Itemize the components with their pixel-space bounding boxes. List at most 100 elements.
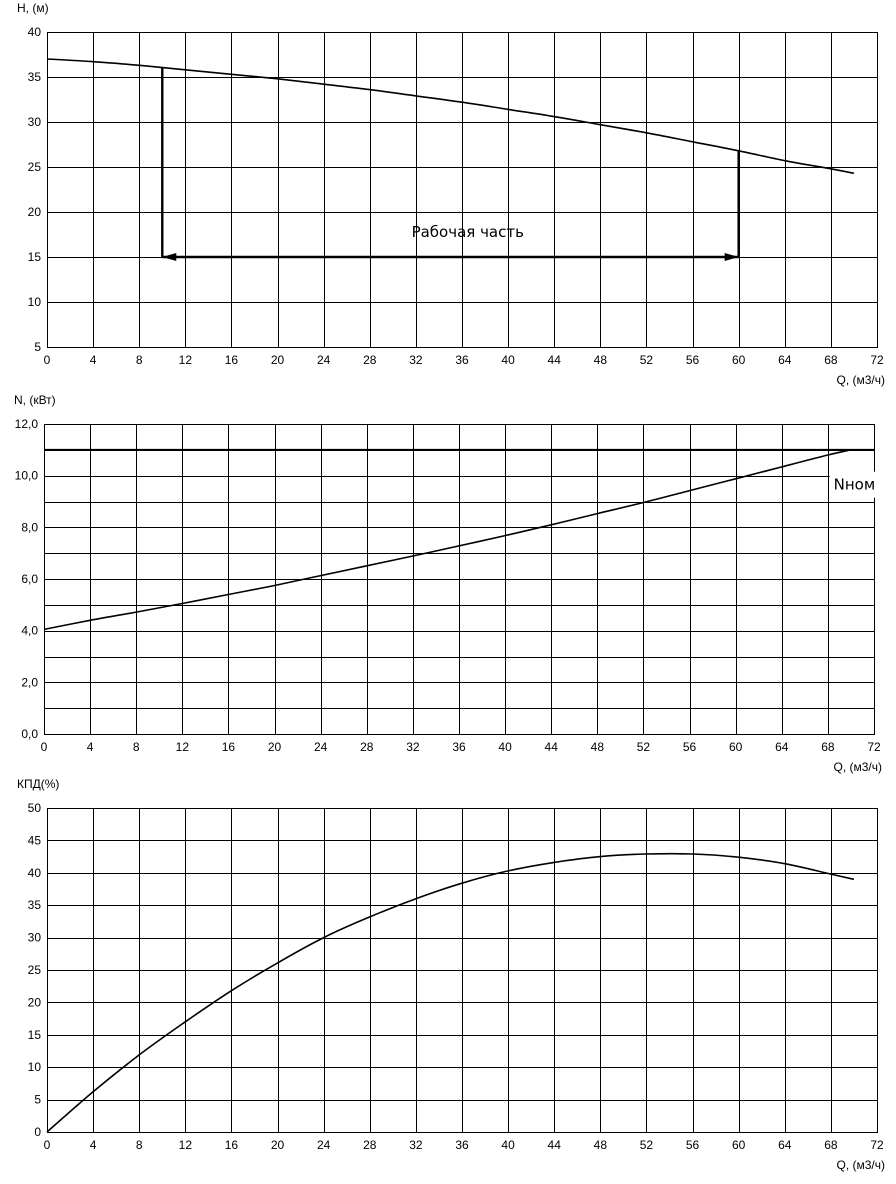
x-axis-title: Q, (м3/ч) — [836, 373, 885, 387]
plot-frame — [47, 808, 878, 1133]
x-tick-label: 24 — [317, 353, 331, 367]
arrowhead-left — [162, 253, 177, 261]
y-axis-title: N, (кВт) — [14, 393, 56, 407]
x-tick-label: 8 — [136, 353, 143, 367]
x-tick-label: 12 — [179, 1138, 193, 1152]
x-tick-label: 52 — [640, 1138, 654, 1152]
x-tick-label: 64 — [775, 740, 789, 754]
x-tick-label: 40 — [501, 353, 515, 367]
y-axis-title: H, (м) — [17, 1, 49, 15]
x-tick-label: 48 — [594, 1138, 608, 1152]
x-tick-label: 60 — [732, 353, 746, 367]
y-tick-label: 6,0 — [21, 572, 38, 586]
y-tick-label: 0,0 — [21, 727, 38, 741]
x-tick-label: 32 — [406, 740, 420, 754]
x-tick-label: 20 — [271, 1138, 285, 1152]
x-tick-label: 4 — [90, 1138, 97, 1152]
y-tick-label: 0 — [34, 1125, 41, 1139]
nominal-power-label: Nном — [834, 476, 876, 494]
x-axis-title: Q, (м3/ч) — [836, 1158, 885, 1172]
y-tick-label: 12,0 — [15, 417, 39, 431]
x-tick-label: 12 — [176, 740, 190, 754]
chart-head: 0 4 8 12 16 20 24 28 32 36 40 44 48 52 56 60 64 68 7251015… — [17, 1, 885, 387]
y-tick-label: 25 — [28, 963, 42, 977]
y-tick-label: 35 — [28, 898, 42, 912]
y-tick-label: 2,0 — [21, 675, 38, 689]
nominal-power-label-bg — [829, 471, 882, 498]
x-tick-label: 56 — [686, 1138, 700, 1152]
x-tick-label: 40 — [498, 740, 512, 754]
x-tick-label: 8 — [136, 1138, 143, 1152]
x-tick-label: 4 — [87, 740, 94, 754]
y-tick-label: 10,0 — [15, 469, 39, 483]
x-tick-label: 44 — [545, 740, 559, 754]
x-tick-label: 20 — [268, 740, 282, 754]
y-tick-label: 30 — [28, 115, 42, 129]
x-tick-label: 64 — [778, 1138, 792, 1152]
y-axis-title: КПД(%) — [17, 777, 59, 791]
x-axis-title: Q, (м3/ч) — [833, 760, 882, 774]
x-tick-label: 72 — [867, 740, 881, 754]
x-tick-label: 20 — [271, 353, 285, 367]
series-line-head — [46, 58, 855, 175]
x-tick-label: 48 — [591, 740, 605, 754]
x-tick-label: 44 — [548, 353, 562, 367]
x-tick-label: 36 — [452, 740, 466, 754]
y-tick-label: 45 — [28, 833, 42, 847]
y-tick-label: 50 — [28, 801, 42, 815]
y-tick-label: 15 — [28, 1028, 42, 1042]
y-tick-label: 5 — [34, 340, 41, 354]
y-tick-label: 10 — [28, 295, 42, 309]
x-tick-label: 24 — [317, 1138, 331, 1152]
y-tick-label: 20 — [28, 995, 42, 1009]
x-tick-label: 36 — [455, 1138, 469, 1152]
y-tick-label: 5 — [34, 1093, 41, 1107]
x-tick-label: 44 — [548, 1138, 562, 1152]
y-tick-label: 40 — [28, 25, 42, 39]
y-tick-label: 8,0 — [21, 520, 38, 534]
x-tick-label: 0 — [41, 740, 48, 754]
x-tick-label: 56 — [683, 740, 697, 754]
y-tick-label: 4,0 — [21, 624, 38, 638]
y-tick-label: 30 — [28, 931, 42, 945]
x-tick-label: 8 — [133, 740, 140, 754]
x-tick-label: 52 — [637, 740, 651, 754]
y-tick-label: 15 — [28, 250, 42, 264]
x-tick-label: 4 — [90, 353, 97, 367]
x-tick-label: 28 — [360, 740, 374, 754]
x-tick-label: 60 — [732, 1138, 746, 1152]
x-tick-label: 28 — [363, 1138, 377, 1152]
x-tick-label: 0 — [44, 1138, 51, 1152]
arrowhead-right — [724, 253, 739, 261]
x-tick-label: 16 — [225, 353, 239, 367]
y-tick-label: 40 — [28, 866, 42, 880]
x-tick-label: 40 — [501, 1138, 515, 1152]
chart-power: 0 4 8 12 16 20 24 28 32 36 40 44 48 52 56 60 64 68 720,02,… — [14, 393, 882, 774]
x-tick-label: 16 — [225, 1138, 239, 1152]
y-tick-label: 25 — [28, 160, 42, 174]
x-tick-label: 60 — [729, 740, 743, 754]
x-tick-label: 48 — [594, 353, 608, 367]
x-tick-label: 28 — [363, 353, 377, 367]
x-tick-label: 56 — [686, 353, 700, 367]
x-tick-label: 68 — [821, 740, 835, 754]
x-tick-label: 0 — [44, 353, 51, 367]
x-tick-label: 16 — [222, 740, 236, 754]
x-tick-label: 32 — [409, 353, 423, 367]
x-tick-label: 24 — [314, 740, 328, 754]
x-tick-label: 52 — [640, 353, 654, 367]
working-range-label: Рабочая часть — [412, 223, 524, 241]
x-tick-label: 72 — [870, 1138, 884, 1152]
x-tick-label: 68 — [824, 353, 838, 367]
x-tick-label: 72 — [870, 353, 884, 367]
x-tick-label: 12 — [179, 353, 193, 367]
series-line-efficiency — [46, 852, 855, 1133]
chart-efficiency: 0 4 8 12 16 20 24 28 32 36 40 44 48 52 56 60 64 68 7205101… — [17, 777, 885, 1172]
x-tick-label: 32 — [409, 1138, 423, 1152]
x-tick-label: 36 — [455, 353, 469, 367]
y-tick-label: 20 — [28, 205, 42, 219]
plot-frame — [44, 424, 875, 735]
y-tick-label: 35 — [28, 70, 42, 84]
x-tick-label: 68 — [824, 1138, 838, 1152]
